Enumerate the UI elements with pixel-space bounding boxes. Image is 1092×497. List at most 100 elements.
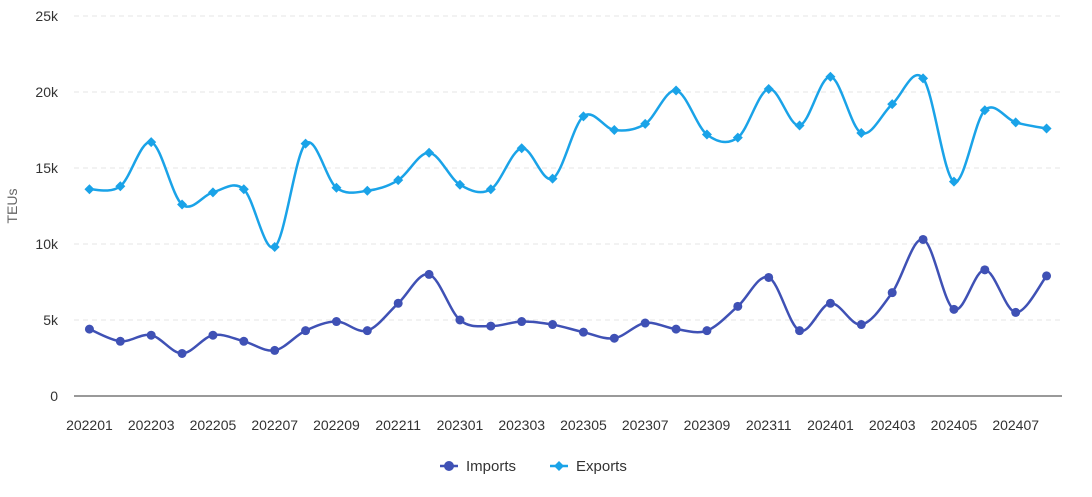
data-point-exports[interactable] xyxy=(763,83,774,94)
series-line-exports xyxy=(89,74,1047,249)
data-point-exports[interactable] xyxy=(732,132,743,143)
data-point-exports[interactable] xyxy=(393,175,404,186)
data-point-exports[interactable] xyxy=(887,99,898,110)
series-imports xyxy=(84,234,1052,358)
data-point-imports[interactable] xyxy=(331,317,341,327)
y-tick-label: 15k xyxy=(35,160,59,176)
data-point-imports[interactable] xyxy=(393,298,403,308)
x-tick-label: 202209 xyxy=(313,417,360,433)
legend-item-exports[interactable]: Exports xyxy=(550,458,627,475)
data-point-exports[interactable] xyxy=(516,143,527,154)
data-point-exports[interactable] xyxy=(1010,117,1021,128)
data-point-imports[interactable] xyxy=(887,288,897,298)
data-point-imports[interactable] xyxy=(1042,271,1052,281)
legend-label: Imports xyxy=(466,458,516,475)
data-point-imports[interactable] xyxy=(146,330,156,340)
data-point-imports[interactable] xyxy=(702,326,712,336)
data-point-exports[interactable] xyxy=(115,181,126,192)
data-point-exports[interactable] xyxy=(238,184,249,195)
series-exports xyxy=(84,71,1052,253)
data-point-imports[interactable] xyxy=(949,304,959,314)
data-point-imports[interactable] xyxy=(856,320,866,330)
data-point-exports[interactable] xyxy=(918,73,929,84)
x-axis: 202201 202203 202205 202207 202209 202211 2023… xyxy=(66,395,1062,433)
x-tick-label: 202303 xyxy=(498,417,545,433)
x-tick-label: 202301 xyxy=(437,417,484,433)
y-axis: 0 5k 10k 15k 20k 25k xyxy=(35,8,59,404)
legend-item-imports[interactable]: Imports xyxy=(440,458,516,475)
data-point-imports[interactable] xyxy=(208,330,218,340)
data-point-exports[interactable] xyxy=(671,85,682,96)
data-point-exports[interactable] xyxy=(300,138,311,149)
data-point-imports[interactable] xyxy=(548,320,558,330)
data-point-exports[interactable] xyxy=(454,179,465,190)
data-point-imports[interactable] xyxy=(115,336,125,346)
series-line-imports xyxy=(88,238,1048,355)
x-tick-label: 202403 xyxy=(869,417,916,433)
y-tick-label: 20k xyxy=(35,84,59,100)
data-point-imports[interactable] xyxy=(239,336,249,346)
data-point-exports[interactable] xyxy=(485,184,496,195)
data-point-exports[interactable] xyxy=(424,147,435,158)
y-tick-label: 0 xyxy=(50,388,58,404)
y-tick-label: 5k xyxy=(43,312,59,328)
data-point-imports[interactable] xyxy=(517,317,527,327)
x-tick-label: 202401 xyxy=(807,417,854,433)
grid xyxy=(74,15,1062,321)
data-point-exports[interactable] xyxy=(207,187,218,198)
y-tick-label: 10k xyxy=(35,236,59,252)
x-tick-label: 202311 xyxy=(746,417,792,433)
data-point-imports[interactable] xyxy=(486,321,496,331)
data-point-exports[interactable] xyxy=(948,176,959,187)
data-point-exports[interactable] xyxy=(84,184,95,195)
data-point-exports[interactable] xyxy=(269,242,280,253)
data-point-imports[interactable] xyxy=(301,326,311,336)
x-tick-label: 202405 xyxy=(931,417,978,433)
data-point-imports[interactable] xyxy=(671,324,681,334)
data-point-exports[interactable] xyxy=(856,128,867,139)
data-point-exports[interactable] xyxy=(701,129,712,140)
data-point-exports[interactable] xyxy=(146,137,157,148)
data-point-exports[interactable] xyxy=(794,120,805,131)
data-point-imports[interactable] xyxy=(980,265,990,275)
data-point-exports[interactable] xyxy=(979,105,990,116)
legend-marker-circle-icon xyxy=(444,461,454,471)
series-group xyxy=(84,71,1052,358)
data-point-imports[interactable] xyxy=(609,333,619,343)
x-tick-label: 202305 xyxy=(560,417,607,433)
y-tick-label: 25k xyxy=(35,8,59,24)
data-point-exports[interactable] xyxy=(640,118,651,129)
data-point-imports[interactable] xyxy=(578,327,588,337)
data-point-exports[interactable] xyxy=(331,182,342,193)
data-point-exports[interactable] xyxy=(1041,123,1052,134)
data-point-exports[interactable] xyxy=(362,185,373,196)
data-point-imports[interactable] xyxy=(177,348,187,358)
data-point-imports[interactable] xyxy=(795,326,805,336)
x-tick-label: 202211 xyxy=(375,417,421,433)
data-point-imports[interactable] xyxy=(764,272,774,282)
y-axis-label: TEUs xyxy=(4,189,20,224)
data-point-imports[interactable] xyxy=(84,324,94,334)
data-point-exports[interactable] xyxy=(825,71,836,82)
data-point-exports[interactable] xyxy=(578,111,589,122)
x-tick-label: 202307 xyxy=(622,417,669,433)
data-point-exports[interactable] xyxy=(547,173,558,184)
data-point-exports[interactable] xyxy=(177,199,188,210)
data-point-exports[interactable] xyxy=(609,125,620,135)
x-tick-label: 202407 xyxy=(992,417,1039,433)
legend-marker-diamond-icon xyxy=(554,461,564,471)
legend-label: Exports xyxy=(576,458,627,475)
x-tick-label: 202207 xyxy=(251,417,298,433)
data-point-imports[interactable] xyxy=(455,315,465,325)
data-point-imports[interactable] xyxy=(640,318,650,328)
data-point-imports[interactable] xyxy=(918,234,928,244)
data-point-imports[interactable] xyxy=(825,298,835,308)
data-point-imports[interactable] xyxy=(1011,307,1021,317)
x-tick-label: 202309 xyxy=(684,417,731,433)
data-point-imports[interactable] xyxy=(270,345,280,355)
data-point-imports[interactable] xyxy=(424,269,434,279)
data-point-imports[interactable] xyxy=(362,326,372,336)
data-point-imports[interactable] xyxy=(733,301,743,311)
